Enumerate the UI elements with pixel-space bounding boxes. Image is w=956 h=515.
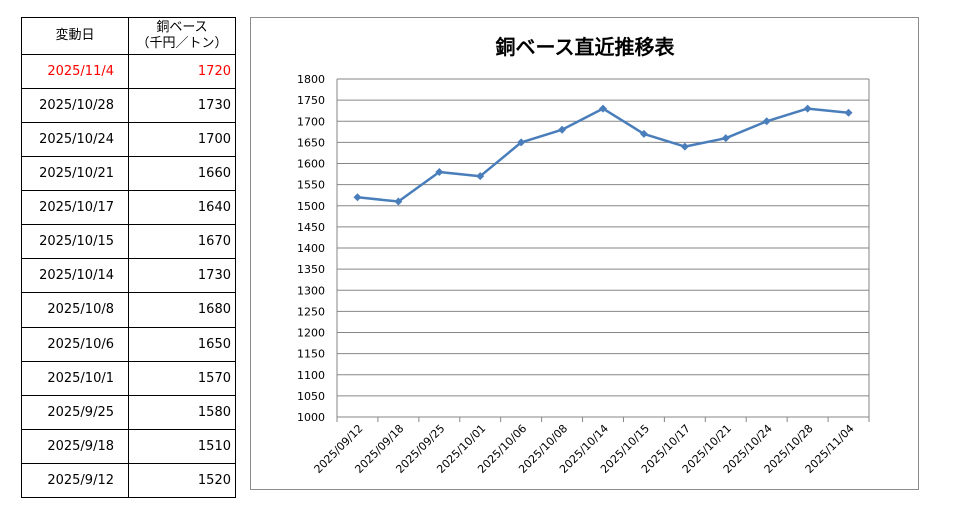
row-value: 1650 [128,326,236,362]
header-value-line1: 銅ベース [156,20,208,35]
table-row: 2025/10/8 1680 [21,292,236,328]
table-row: 2025/9/12 1520 [21,462,236,499]
copper-price-table: 変動日 銅ベース （千円／トン） 2025/11/4 1720 2025/10/28… [21,17,236,499]
row-value: 1640 [128,190,236,226]
y-tick-label: 1450 [297,221,325,234]
data-point [558,125,567,134]
row-date: 2025/10/1 [21,360,129,396]
header-value: 銅ベース （千円／トン） [128,17,236,55]
table-row: 2025/10/6 1650 [21,326,236,362]
y-tick-label: 1100 [297,369,325,382]
y-tick-label: 1250 [297,305,325,318]
row-date: 2025/10/24 [21,122,129,158]
data-point [680,142,689,151]
row-date: 2025/9/25 [21,394,129,430]
table-body: 2025/11/4 1720 2025/10/28 1730 2025/10/24 170… [21,53,236,499]
table-row: 2025/10/21 1660 [21,156,236,192]
y-tick-label: 1700 [297,115,325,128]
row-value: 1570 [128,360,236,396]
row-value: 1730 [128,88,236,124]
table-row: 2025/10/24 1700 [21,122,236,158]
table-row: 2025/10/1 1570 [21,360,236,396]
row-value: 1510 [128,428,236,464]
row-date: 2025/10/14 [21,258,129,294]
data-point [762,117,771,126]
y-tick-label: 1650 [297,136,325,149]
data-point [721,134,730,143]
copper-line-chart: 銅ベース直近推移表 1000 1050 1100 1150 1200 1250 1300 13… [297,35,870,476]
y-tick-label: 1800 [297,73,325,86]
y-tick-label: 1500 [297,200,325,213]
row-date: 2025/11/4 [21,53,129,90]
header-date: 変動日 [21,17,129,55]
table-row: 2025/10/17 1640 [21,190,236,226]
data-point [394,197,403,206]
row-date: 2025/9/18 [21,428,129,464]
chart-title: 銅ベース直近推移表 [496,35,676,59]
series-line [357,107,849,203]
data-point [599,104,607,113]
y-tick-label: 1150 [297,348,325,361]
row-date: 2025/9/12 [21,462,129,499]
data-point [435,167,444,176]
row-date: 2025/10/17 [21,190,129,226]
data-point [639,129,648,138]
chart-panel: 銅ベース直近推移表 1000 1050 1100 1150 1200 1250 1300 13… [250,17,919,490]
y-tick-label: 1350 [297,263,325,276]
data-point [476,172,485,181]
row-date: 2025/10/15 [21,224,129,260]
row-date: 2025/10/28 [21,88,129,124]
table-row: 2025/9/25 1580 [21,394,236,430]
y-tick-label: 1200 [297,327,325,340]
table-header-row: 変動日 銅ベース （千円／トン） [21,17,236,55]
y-tick-label: 1000 [297,411,325,424]
data-point [803,104,812,113]
y-tick-label: 1750 [297,94,325,107]
table-row: 2025/10/15 1670 [21,224,236,260]
row-value: 1520 [128,462,236,499]
data-point [353,193,362,202]
table-row: 2025/9/18 1510 [21,428,236,464]
y-tick-label: 1050 [297,390,325,403]
y-tick-label: 1600 [297,158,325,171]
header-value-line2: （千円／トン） [136,36,228,51]
table-row: 2025/11/4 1720 [21,53,236,90]
row-value: 1730 [128,258,236,294]
row-date: 2025/10/8 [21,292,129,328]
row-date: 2025/10/6 [21,326,129,362]
row-value: 1660 [128,156,236,192]
row-value: 1680 [128,292,236,328]
y-tick-label: 1400 [297,242,325,255]
table-row: 2025/10/28 1730 [21,88,236,124]
data-point [844,108,853,117]
y-tick-label: 1300 [297,284,325,297]
row-value: 1670 [128,224,236,260]
row-value: 1700 [128,122,236,158]
row-value: 1720 [128,53,236,90]
data-point [517,138,526,147]
row-date: 2025/10/21 [21,156,129,192]
row-value: 1580 [128,394,236,430]
y-tick-label: 1550 [297,179,325,192]
plot-area: 1000 1050 1100 1150 1200 1250 1300 1350 1400 1450… [297,73,870,476]
table-row: 2025/10/14 1730 [21,258,236,294]
